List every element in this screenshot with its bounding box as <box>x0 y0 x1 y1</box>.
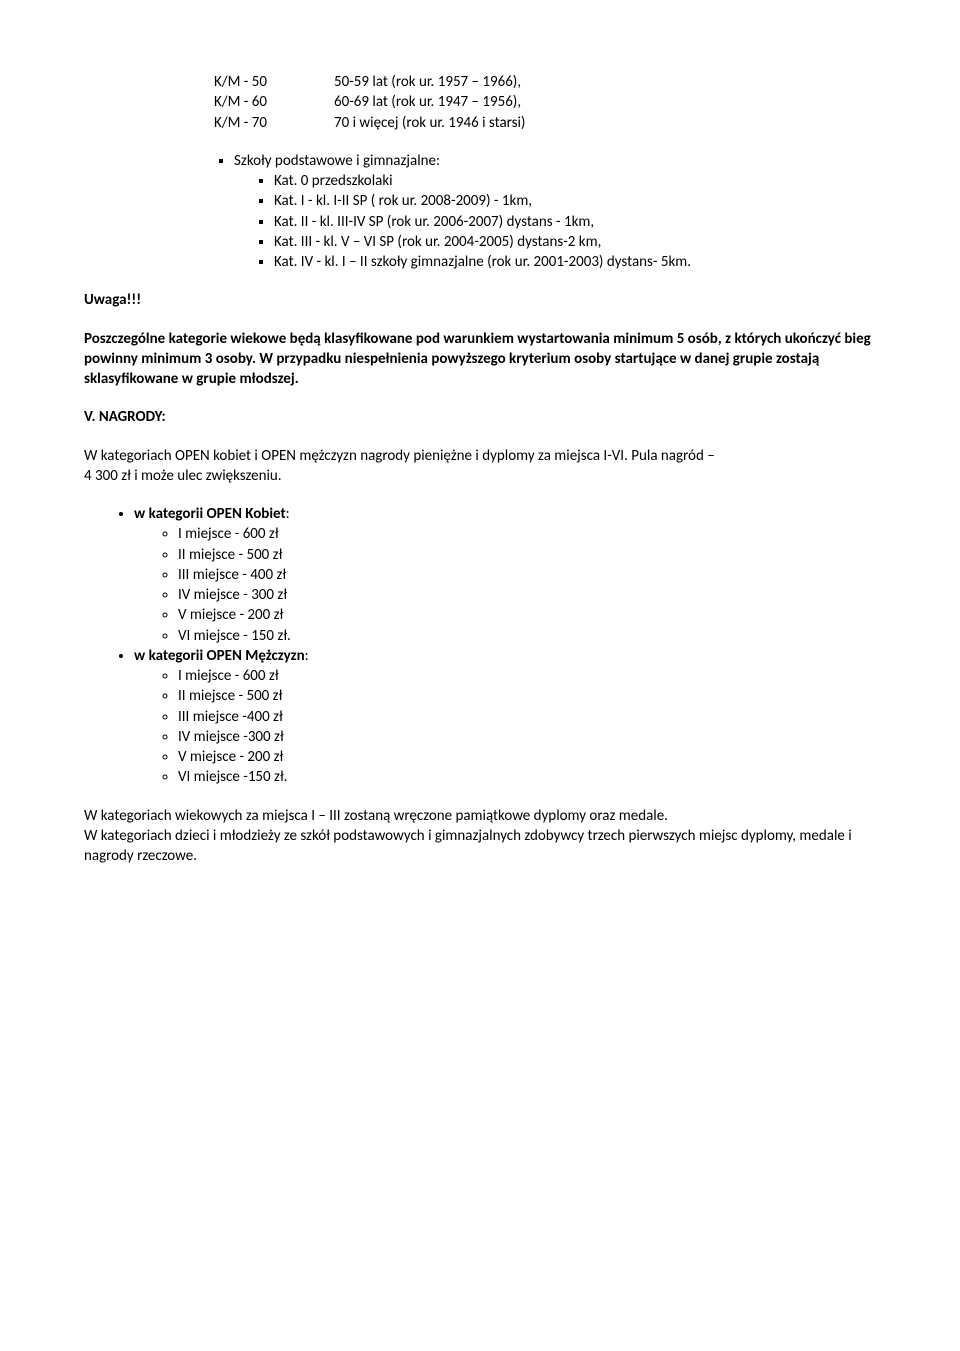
list-item: Kat. 0 przedszkolaki <box>274 171 876 191</box>
footer-p2: W kategoriach dzieci i młodzieży ze szkó… <box>84 827 852 865</box>
colon-text: : <box>286 505 290 523</box>
mezczyzn-prize-list: I miejsce - 600 zł II miejsce - 500 zł I… <box>134 666 876 788</box>
list-item: II miejsce - 500 zł <box>178 545 876 565</box>
list-item: w kategorii OPEN Mężczyzn: I miejsce - 6… <box>134 646 876 788</box>
list-item: Kat. II - kl. III-IV SP (rok ur. 2006-20… <box>274 212 876 232</box>
table-row: K/M - 60 60-69 lat (rok ur. 1947 – 1956)… <box>214 92 876 112</box>
list-item: III miejsce - 400 zł <box>178 565 876 585</box>
list-item: Kat. III - kl. V – VI SP (rok ur. 2004-2… <box>274 232 876 252</box>
footer-p1: W kategoriach wiekowych za miejsca I – I… <box>84 807 668 825</box>
list-item: w kategorii OPEN Kobiet: I miejsce - 600… <box>134 504 876 646</box>
warning-header: Uwaga!!! <box>84 290 876 310</box>
km-code: K/M - 70 <box>214 113 334 133</box>
list-item: Kat. IV - kl. I – II szkoły gimnazjalne … <box>274 252 876 272</box>
list-item: Kat. I - kl. I-II SP ( rok ur. 2008-2009… <box>274 191 876 211</box>
kobiet-prize-list: I miejsce - 600 zł II miejsce - 500 zł I… <box>134 524 876 646</box>
list-item: IV miejsce - 300 zł <box>178 585 876 605</box>
open-prizes-para: W kategoriach OPEN kobiet i OPEN mężczyz… <box>84 446 876 487</box>
list-item: I miejsce - 600 zł <box>178 666 876 686</box>
section-v-header: V. NAGRODY: <box>84 407 876 427</box>
schools-list-header: Szkoły podstawowe i gimnazjalne: <box>234 152 440 170</box>
table-row: K/M - 50 50-59 lat (rok ur. 1957 – 1966)… <box>214 72 876 92</box>
colon-text: : <box>305 647 309 665</box>
list-item: V miejsce - 200 zł <box>178 605 876 625</box>
km-desc: 50-59 lat (rok ur. 1957 – 1966), <box>334 72 876 92</box>
open-prizes-line2: 4 300 zł i może ulec zwiększeniu. <box>84 467 282 485</box>
open-prizes-line1: W kategoriach OPEN kobiet i OPEN mężczyz… <box>84 447 715 465</box>
km-code: K/M - 50 <box>214 72 334 92</box>
schools-list: Szkoły podstawowe i gimnazjalne: Kat. 0 … <box>84 151 876 273</box>
prize-categories-list: w kategorii OPEN Kobiet: I miejsce - 600… <box>84 504 876 788</box>
list-item: VI miejsce - 150 zł. <box>178 626 876 646</box>
table-row: K/M - 70 70 i więcej (rok ur. 1946 i sta… <box>214 113 876 133</box>
footer-paragraphs: W kategoriach wiekowych za miejsca I – I… <box>84 806 876 867</box>
list-item: III miejsce -400 zł <box>178 707 876 727</box>
km-category-table: K/M - 50 50-59 lat (rok ur. 1957 – 1966)… <box>214 72 876 133</box>
classification-note: Poszczególne kategorie wiekowe będą klas… <box>84 329 876 390</box>
km-desc: 70 i więcej (rok ur. 1946 i starsi) <box>334 113 876 133</box>
list-item: VI miejsce -150 zł. <box>178 767 876 787</box>
km-code: K/M - 60 <box>214 92 334 112</box>
open-kobiet-header: w kategorii OPEN Kobiet <box>134 505 286 523</box>
list-item: IV miejsce -300 zł <box>178 727 876 747</box>
km-desc: 60-69 lat (rok ur. 1947 – 1956), <box>334 92 876 112</box>
open-mezczyzn-header: w kategorii OPEN Mężczyzn <box>134 647 305 665</box>
list-item: II miejsce - 500 zł <box>178 686 876 706</box>
list-item: V miejsce - 200 zł <box>178 747 876 767</box>
categories-list: Kat. 0 przedszkolaki Kat. I - kl. I-II S… <box>234 171 876 272</box>
list-item: I miejsce - 600 zł <box>178 524 876 544</box>
list-item: Szkoły podstawowe i gimnazjalne: Kat. 0 … <box>234 151 876 273</box>
